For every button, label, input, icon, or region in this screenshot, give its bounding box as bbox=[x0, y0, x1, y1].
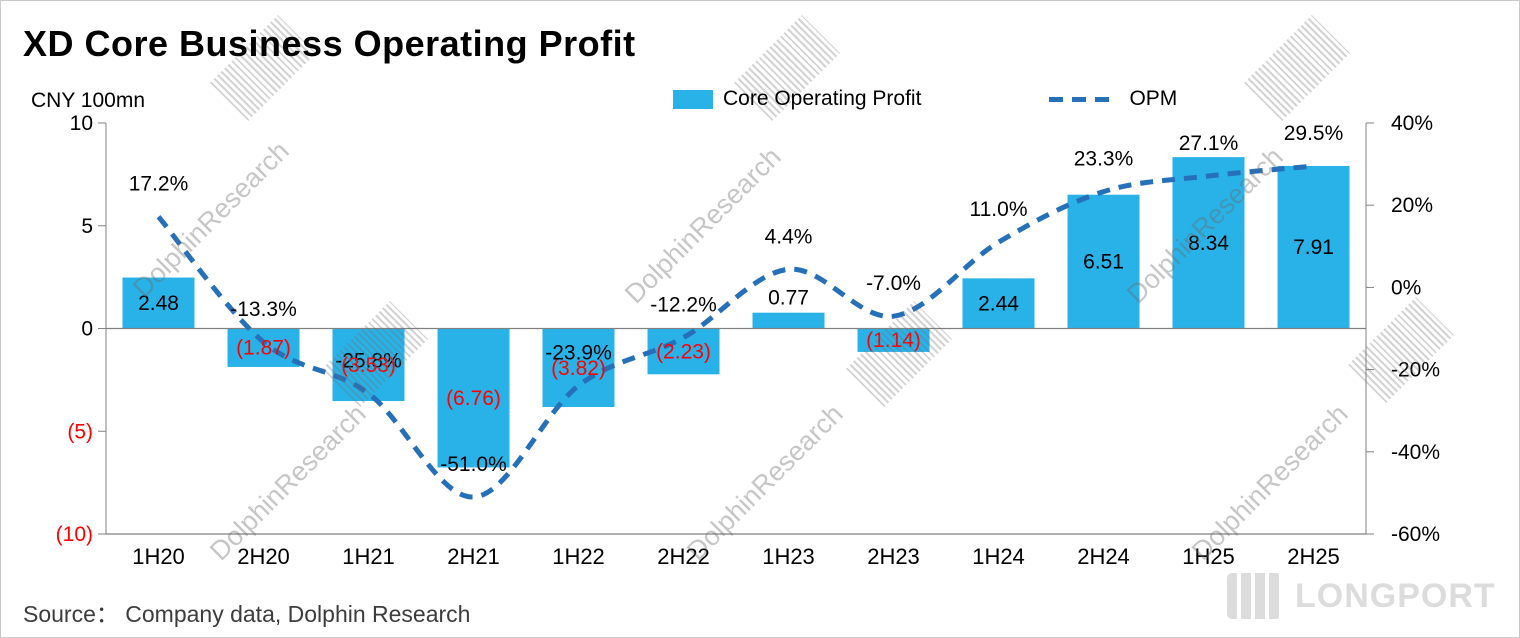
x-axis-label: 1H24 bbox=[972, 544, 1025, 569]
bar-value-label: (1.14) bbox=[866, 329, 921, 352]
opm-value-label: 23.3% bbox=[1074, 148, 1134, 171]
chart-title: XD Core Business Operating Profit bbox=[23, 23, 636, 64]
left-axis-tick-label: (5) bbox=[67, 420, 93, 443]
left-axis-tick-label: (10) bbox=[56, 523, 93, 546]
opm-value-label: -25.8% bbox=[335, 349, 402, 372]
bar-2H23 bbox=[857, 328, 930, 352]
x-axis-label: 2H25 bbox=[1287, 544, 1340, 569]
left-axis-tick-label: 0 bbox=[81, 318, 93, 341]
right-axis-tick-label: -20% bbox=[1391, 359, 1440, 382]
longport-logo-mark bbox=[1227, 573, 1281, 619]
right-axis-tick-label: 20% bbox=[1391, 194, 1433, 217]
x-axis-label: 1H25 bbox=[1182, 544, 1235, 569]
bar-value-label: 7.91 bbox=[1293, 236, 1334, 259]
opm-value-label: -23.9% bbox=[545, 342, 612, 365]
bar-value-label: (2.23) bbox=[656, 340, 711, 363]
x-axis-label: 1H22 bbox=[552, 544, 605, 569]
bar-value-label: (3.82) bbox=[551, 357, 606, 380]
x-axis-label: 1H20 bbox=[132, 544, 185, 569]
opm-dashed-line bbox=[156, 163, 1314, 500]
left-axis-tick-label: 10 bbox=[70, 112, 93, 135]
right-axis-tick-label: 40% bbox=[1391, 112, 1433, 135]
bar-1H23 bbox=[752, 312, 825, 329]
longport-logo: LONGPORT bbox=[1227, 573, 1496, 619]
right-axis-tick-label: -60% bbox=[1391, 523, 1440, 546]
opm-value-label: -51.0% bbox=[440, 453, 507, 476]
bar-2H21 bbox=[437, 328, 510, 468]
source-note: Source： Company data, Dolphin Research bbox=[23, 601, 471, 627]
bar-1H25 bbox=[1172, 157, 1245, 329]
left-axis-unit-label: CNY 100mn bbox=[31, 89, 146, 112]
bar-1H24 bbox=[962, 278, 1035, 329]
legend: Core Operating Profit OPM bbox=[673, 87, 1177, 111]
x-axis-label: 2H22 bbox=[657, 544, 710, 569]
legend-line-label: OPM bbox=[1129, 87, 1178, 110]
opm-value-label: 29.5% bbox=[1284, 122, 1344, 145]
x-axis-label: 2H20 bbox=[237, 544, 290, 569]
right-axis-tick-label: -40% bbox=[1391, 441, 1440, 464]
bar-1H20 bbox=[122, 277, 195, 329]
bar-value-label: 6.51 bbox=[1083, 251, 1124, 274]
opm-value-label: 17.2% bbox=[129, 173, 189, 196]
opm-value-label: 27.1% bbox=[1179, 132, 1239, 155]
opm-value-label: -13.3% bbox=[230, 298, 297, 321]
bar-1H21 bbox=[332, 328, 405, 402]
bar-value-label: 2.44 bbox=[978, 292, 1019, 315]
bar-value-label: 8.34 bbox=[1188, 232, 1229, 255]
bar-2H25 bbox=[1277, 165, 1350, 329]
left-axis-tick-label: 5 bbox=[81, 215, 93, 238]
opm-value-label: 11.0% bbox=[970, 198, 1028, 221]
legend-bar-label: Core Operating Profit bbox=[723, 87, 922, 110]
bar-2H20 bbox=[227, 328, 300, 367]
longport-logo-text: LONGPORT bbox=[1295, 576, 1496, 615]
bar-value-label: (3.53) bbox=[341, 354, 396, 377]
x-axis-label: 2H23 bbox=[867, 544, 920, 569]
bar-value-label: (6.76) bbox=[446, 387, 501, 410]
x-axis-label: 1H23 bbox=[762, 544, 815, 569]
x-axis-label: 2H21 bbox=[447, 544, 500, 569]
opm-value-label: 4.4% bbox=[765, 225, 813, 248]
x-axis-label: 2H24 bbox=[1077, 544, 1130, 569]
opm-value-label: -12.2% bbox=[650, 294, 717, 317]
legend-bar-swatch bbox=[673, 89, 713, 109]
right-axis-tick-label: 0% bbox=[1391, 276, 1421, 299]
legend-line-dash-swatch bbox=[1049, 96, 1116, 102]
x-axis-label: 1H21 bbox=[342, 544, 395, 569]
bar-value-label: (1.87) bbox=[236, 337, 291, 360]
bar-value-label: 2.48 bbox=[138, 292, 179, 315]
bar-1H22 bbox=[542, 328, 615, 408]
opm-value-label: -7.0% bbox=[866, 272, 921, 295]
bar-value-label: 0.77 bbox=[768, 287, 809, 310]
bar-2H24 bbox=[1067, 194, 1140, 329]
